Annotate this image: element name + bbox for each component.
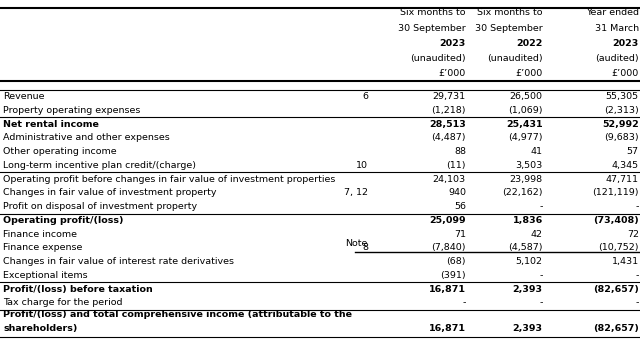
Text: (11): (11): [447, 161, 466, 170]
Text: (4,587): (4,587): [508, 243, 543, 253]
Text: (4,977): (4,977): [508, 134, 543, 142]
Text: Property operating expenses: Property operating expenses: [3, 106, 141, 115]
Text: (9,683): (9,683): [604, 134, 639, 142]
Text: (68): (68): [447, 257, 466, 266]
Text: 30 September: 30 September: [475, 24, 543, 33]
Text: Six months to: Six months to: [401, 8, 466, 18]
Text: (7,840): (7,840): [431, 243, 466, 253]
Text: Changes in fair value of interest rate derivatives: Changes in fair value of interest rate d…: [3, 257, 234, 266]
Text: Finance expense: Finance expense: [3, 243, 83, 253]
Text: Other operating income: Other operating income: [3, 147, 117, 156]
Text: Long-term incentive plan credit/(charge): Long-term incentive plan credit/(charge): [3, 161, 196, 170]
Text: 7, 12: 7, 12: [344, 188, 368, 197]
Text: 24,103: 24,103: [433, 175, 466, 184]
Text: 1,836: 1,836: [513, 216, 543, 225]
Text: 29,731: 29,731: [433, 92, 466, 101]
Text: Exceptional items: Exceptional items: [3, 271, 88, 280]
Text: (2,313): (2,313): [604, 106, 639, 115]
Text: -: -: [636, 298, 639, 307]
Text: (22,162): (22,162): [502, 188, 543, 197]
Text: 41: 41: [531, 147, 543, 156]
Text: (82,657): (82,657): [593, 324, 639, 333]
Text: (391): (391): [440, 271, 466, 280]
Text: 31 March: 31 March: [595, 24, 639, 33]
Text: 47,711: 47,711: [605, 175, 639, 184]
Text: 16,871: 16,871: [429, 285, 466, 294]
Text: £’000: £’000: [515, 69, 543, 79]
Text: (unaudited): (unaudited): [410, 54, 466, 63]
Text: 10: 10: [356, 161, 368, 170]
Text: -: -: [540, 271, 543, 280]
Text: 25,099: 25,099: [429, 216, 466, 225]
Text: (audited): (audited): [595, 54, 639, 63]
Text: 2,393: 2,393: [513, 285, 543, 294]
Text: Operating profit before changes in fair value of investment properties: Operating profit before changes in fair …: [3, 175, 335, 184]
Text: 940: 940: [448, 188, 466, 197]
Text: 28,513: 28,513: [429, 120, 466, 129]
Text: 6: 6: [362, 92, 368, 101]
Text: -: -: [636, 202, 639, 211]
Text: 25,431: 25,431: [506, 120, 543, 129]
Text: Tax charge for the period: Tax charge for the period: [3, 298, 123, 307]
Text: 1,431: 1,431: [612, 257, 639, 266]
Text: Profit/(loss) and total comprehensive income (attributable to the: Profit/(loss) and total comprehensive in…: [3, 310, 352, 319]
Text: (1,218): (1,218): [431, 106, 466, 115]
Text: 4,345: 4,345: [612, 161, 639, 170]
Text: -: -: [540, 298, 543, 307]
Text: 26,500: 26,500: [509, 92, 543, 101]
Text: shareholders): shareholders): [3, 324, 77, 333]
Text: 3,503: 3,503: [515, 161, 543, 170]
Text: -: -: [636, 271, 639, 280]
Text: 2023: 2023: [612, 39, 639, 48]
Text: (4,487): (4,487): [431, 134, 466, 142]
Text: £’000: £’000: [438, 69, 466, 79]
Text: 52,992: 52,992: [602, 120, 639, 129]
Text: 30 September: 30 September: [398, 24, 466, 33]
Text: 71: 71: [454, 230, 466, 239]
Text: 2,393: 2,393: [513, 324, 543, 333]
Text: -: -: [540, 202, 543, 211]
Text: Administrative and other expenses: Administrative and other expenses: [3, 134, 170, 142]
Text: Profit/(loss) before taxation: Profit/(loss) before taxation: [3, 285, 153, 294]
Text: 2023: 2023: [440, 39, 466, 48]
Text: (10,752): (10,752): [598, 243, 639, 253]
Text: 42: 42: [531, 230, 543, 239]
Text: 16,871: 16,871: [429, 324, 466, 333]
Text: 8: 8: [362, 243, 368, 253]
Text: Changes in fair value of investment property: Changes in fair value of investment prop…: [3, 188, 217, 197]
Text: Revenue: Revenue: [3, 92, 45, 101]
Text: (unaudited): (unaudited): [487, 54, 543, 63]
Text: 2022: 2022: [516, 39, 543, 48]
Text: Six months to: Six months to: [477, 8, 543, 18]
Text: Profit on disposal of investment property: Profit on disposal of investment propert…: [3, 202, 197, 211]
Text: Finance income: Finance income: [3, 230, 77, 239]
Text: Operating profit/(loss): Operating profit/(loss): [3, 216, 124, 225]
Text: 57: 57: [627, 147, 639, 156]
Text: (82,657): (82,657): [593, 285, 639, 294]
Text: 23,998: 23,998: [509, 175, 543, 184]
Text: (121,119): (121,119): [592, 188, 639, 197]
Text: (73,408): (73,408): [593, 216, 639, 225]
Text: (1,069): (1,069): [508, 106, 543, 115]
Text: 88: 88: [454, 147, 466, 156]
Text: 55,305: 55,305: [605, 92, 639, 101]
Text: -: -: [463, 298, 466, 307]
Text: £’000: £’000: [611, 69, 639, 79]
Text: Note: Note: [346, 239, 368, 248]
Text: Year ended: Year ended: [586, 8, 639, 18]
Text: 56: 56: [454, 202, 466, 211]
Text: 72: 72: [627, 230, 639, 239]
Text: Net rental income: Net rental income: [3, 120, 99, 129]
Text: 5,102: 5,102: [516, 257, 543, 266]
